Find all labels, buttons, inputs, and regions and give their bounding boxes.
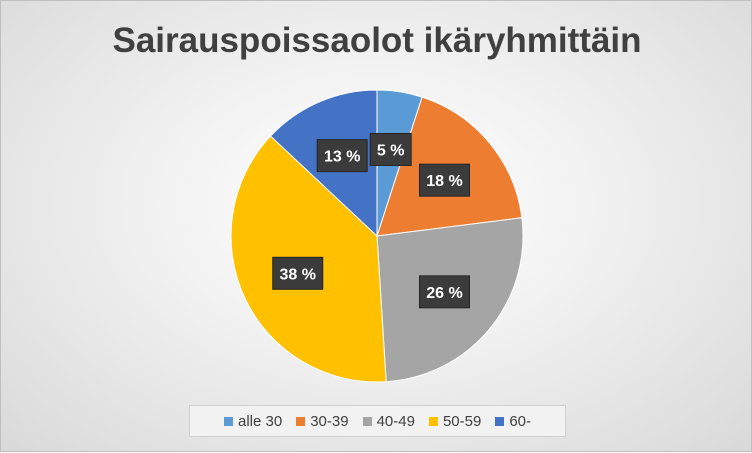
data-label-text: 13 % — [324, 149, 360, 166]
legend-item-40-49: 40-49 — [362, 412, 415, 430]
data-label-40-49: 26 % — [418, 275, 470, 309]
legend-item-50-59: 50-59 — [428, 412, 482, 430]
data-label-50-59: 38 % — [272, 256, 324, 290]
data-label-text: 5 % — [377, 142, 405, 159]
data-label-text: 38 % — [280, 266, 316, 283]
data-label-30-39: 18 % — [418, 163, 470, 197]
legend-label: 30-39 — [310, 412, 349, 430]
legend-swatch — [428, 416, 438, 426]
legend-item-60-: 60- — [495, 413, 531, 430]
legend-swatch — [495, 416, 505, 426]
legend-label: 40-49 — [376, 412, 415, 430]
data-label-text: 26 % — [426, 285, 462, 302]
legend-label: 50-59 — [442, 412, 482, 430]
legend-item-alle-30: alle 30 — [223, 412, 283, 430]
data-label-text: 18 % — [426, 173, 462, 190]
chart-title: Sairauspoissaolot ikäryhmittäin — [112, 21, 642, 60]
chart-legend: alle 30 30-39 40-49 50-59 60- — [189, 405, 566, 437]
data-label-60-: 13 % — [316, 139, 368, 173]
legend-label: 60- — [509, 412, 531, 430]
legend-swatch — [223, 416, 233, 426]
data-label-alle-30: 5 % — [369, 132, 412, 166]
legend-label: alle 30 — [237, 412, 283, 430]
legend-swatch — [362, 416, 372, 426]
legend-item-30-39: 30-39 — [296, 412, 349, 430]
legend-swatch — [296, 416, 306, 426]
